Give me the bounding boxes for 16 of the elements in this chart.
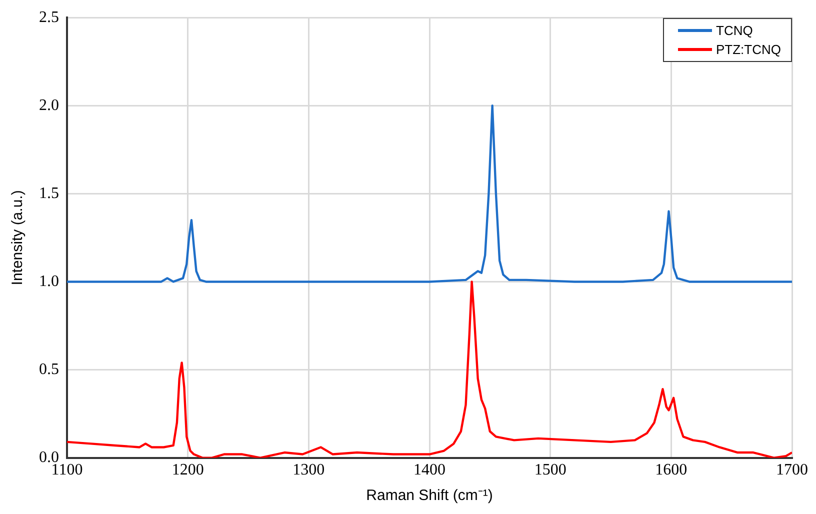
x-tick-label: 1700 bbox=[776, 462, 808, 479]
y-tick-label: 0.5 bbox=[39, 360, 59, 378]
y-axis-title: Intensity (a.u.) bbox=[9, 190, 26, 286]
y-tick-label: 1.0 bbox=[39, 272, 59, 290]
x-tick-label: 1300 bbox=[292, 462, 325, 479]
x-tick-label: 1100 bbox=[51, 462, 83, 479]
y-tick-label: 2.0 bbox=[39, 96, 59, 114]
y-tick-label: 1.5 bbox=[39, 184, 59, 202]
x-tick-label: 1200 bbox=[172, 462, 204, 479]
legend-label: PTZ:TCNQ bbox=[716, 42, 781, 57]
y-tick-label: 2.5 bbox=[39, 8, 59, 26]
x-tick-label: 1500 bbox=[534, 462, 566, 479]
x-tick-label: 1600 bbox=[655, 462, 688, 479]
legend-label: TCNQ bbox=[716, 22, 753, 38]
x-axis-title: Raman Shift (cm⁻¹) bbox=[366, 487, 493, 504]
x-tick-label: 1400 bbox=[414, 462, 446, 479]
